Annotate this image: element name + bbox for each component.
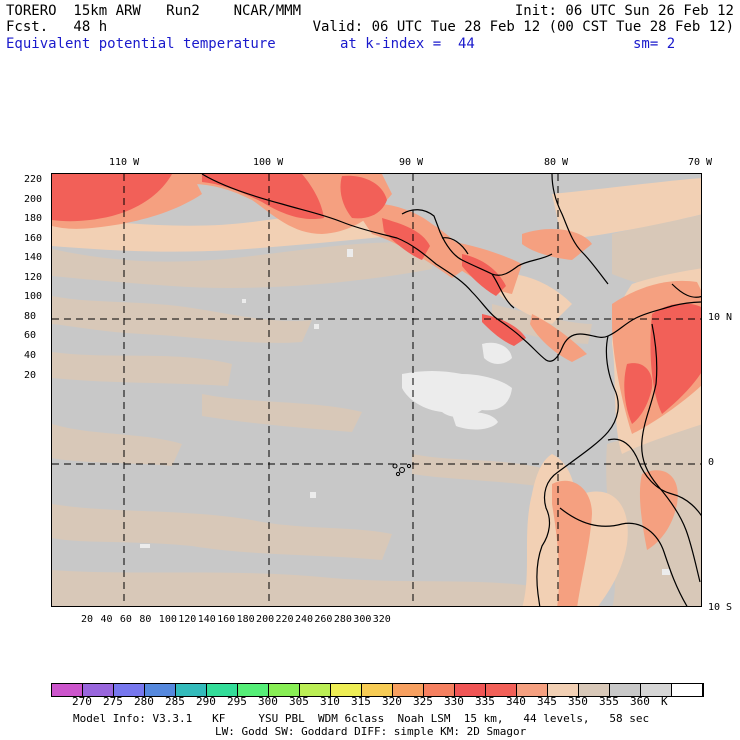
x-tick-label: 320 [372,614,391,625]
colorbar-swatch [331,684,362,696]
y-tick-label: 100 [24,291,43,303]
y-tick-label: 60 [24,330,37,342]
colorbar-label: 310 [320,695,340,708]
colorbar-swatch [145,684,176,696]
colorbar-swatch [641,684,672,696]
colorbar-swatch [83,684,114,696]
colorbar-swatch [517,684,548,696]
white-patches [140,249,670,575]
lon-label-80w: 80 W [544,157,569,168]
colorbar-swatch [176,684,207,696]
lon-label-90w: 90 W [399,157,424,168]
colorbar-label: 290 [196,695,216,708]
colorbar-label: 275 [103,695,123,708]
colorbar-label: 335 [475,695,495,708]
init-time: Init: 06 UTC Sun 26 Feb 12 [514,3,734,19]
forecast-hour: Fcst. 48 h [6,19,108,35]
physics-info: LW: Godd SW: Goddard DIFF: simple KM: 2D… [215,725,527,738]
y-tick-label: 40 [24,349,37,361]
map-panel [51,173,702,607]
colorbar-swatch [114,684,145,696]
x-tick-label: 220 [275,614,294,625]
run-title: TORERO 15km ARW Run2 NCAR/MMM [6,3,302,19]
colorbar-label: 330 [444,695,464,708]
x-tick-label: 300 [353,614,372,625]
x-tick-label: 120 [178,614,197,625]
theta-e-field [52,174,701,606]
y-tick-label: 140 [24,252,43,264]
y-tick-label: 180 [24,213,43,225]
x-tick-label: 80 [139,614,152,625]
colorbar-label: 285 [165,695,185,708]
lon-label-110w: 110 W [109,157,140,168]
colorbar-label: 300 [258,695,278,708]
colorbar-swatch [455,684,486,696]
colorbar-label: 340 [506,695,526,708]
colorbar-label: 305 [289,695,309,708]
lat-label-0: 0 [708,457,715,468]
colorbar-swatch [238,684,269,696]
lat-label-10n: 10 N [708,312,733,323]
latlon-grid [52,174,701,606]
x-tick-label: 140 [197,614,216,625]
coastlines [201,174,701,606]
lat-label-10s: 10 S [708,602,733,613]
colorbar-swatch [300,684,331,696]
colorbar-label: 270 [72,695,92,708]
x-tick-label: 20 [81,614,94,625]
smoothing-label: sm= 2 [633,36,676,52]
lon-label-70w: 70 W [688,157,713,168]
colorbar-swatch [424,684,455,696]
colorbar-swatch [486,684,517,696]
colorbar-label: 360 [630,695,650,708]
y-tick-label: 80 [24,310,37,322]
x-tick-label: 280 [333,614,352,625]
colorbar-label: K [661,695,668,708]
level-label: at k-index = 44 [340,36,475,52]
colorbar-swatch [52,684,83,696]
colorbar-label: 320 [382,695,402,708]
colorbar-label: 280 [134,695,154,708]
field-name: Equivalent potential temperature [6,36,276,52]
x-tick-label: 240 [294,614,313,625]
model-info: Model Info: V3.3.1 KF YSU PBL WDM 6class… [73,712,650,725]
colorbar-swatch [610,684,641,696]
x-tick-label: 180 [236,614,255,625]
tan-patches [52,214,701,606]
x-tick-label: 200 [256,614,275,625]
colorbar-label: 355 [599,695,619,708]
valid-time: Valid: 06 UTC Tue 28 Feb 12 (00 CST Tue … [312,19,734,35]
colorbar-label: 315 [351,695,371,708]
x-tick-label: 60 [119,614,132,625]
galapagos-islands [392,463,412,477]
x-tick-label: 160 [217,614,236,625]
colorbar-swatch [579,684,610,696]
y-tick-label: 20 [24,369,37,381]
colorbar-label: 325 [413,695,433,708]
lon-label-100w: 100 W [253,157,284,168]
colorbar-swatch [548,684,579,696]
y-tick-label: 120 [24,271,43,283]
colorbar-swatch [207,684,238,696]
x-tick-label: 40 [100,614,113,625]
y-tick-label: 160 [24,232,43,244]
colorbar-label: 345 [537,695,557,708]
colorbar-label: 295 [227,695,247,708]
colorbar-swatch [672,684,703,696]
colorbar-label: 350 [568,695,588,708]
colorbar-swatch [362,684,393,696]
x-tick-label: 100 [158,614,177,625]
x-tick-label: 260 [314,614,333,625]
y-tick-label: 220 [24,174,43,185]
colorbar [51,683,704,697]
colorbar-swatch [269,684,300,696]
y-tick-label: 200 [24,193,43,205]
colorbar-swatch [393,684,424,696]
